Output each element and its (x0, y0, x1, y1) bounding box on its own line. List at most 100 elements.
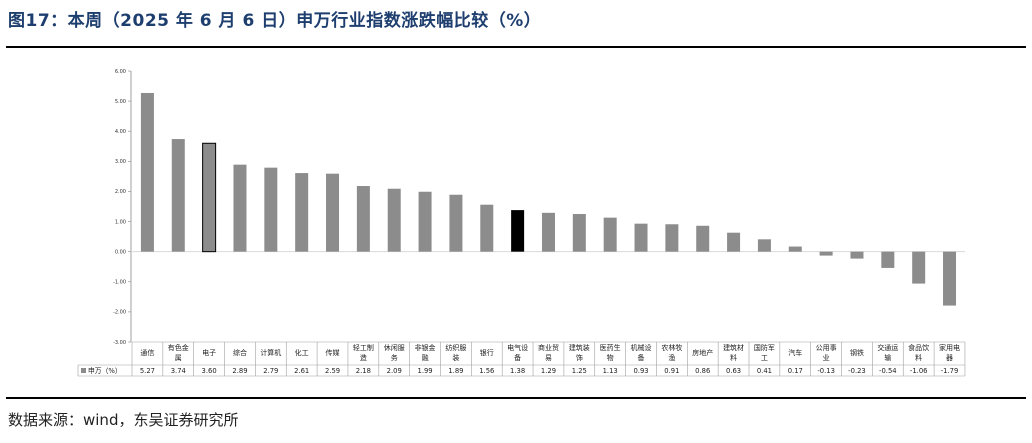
bar-5 (264, 167, 278, 252)
bar-2 (171, 139, 185, 252)
bar-11 (449, 194, 463, 252)
value-label: -0.23 (848, 367, 866, 375)
y-tick-label: -2.00 (113, 310, 126, 316)
category-label: 钢铁 (850, 348, 864, 357)
y-tick-label: 0.00 (115, 249, 126, 255)
bar-1 (140, 92, 154, 252)
category-label: 纺织服装 (445, 343, 466, 362)
value-label: 2.89 (232, 367, 247, 375)
category-label: 交通运输 (877, 343, 898, 362)
value-label: 1.89 (448, 367, 463, 375)
bar-21 (757, 239, 771, 252)
category-label: 轻工制造 (353, 343, 374, 362)
value-label: 2.09 (387, 367, 402, 375)
value-label: 1.56 (479, 367, 494, 375)
value-label: 3.74 (171, 367, 186, 375)
category-label: 综合 (233, 348, 247, 357)
category-label: 食品饮料 (908, 343, 929, 362)
value-label: 1.13 (603, 367, 618, 375)
value-label: 1.38 (510, 367, 525, 375)
category-label: 电气设备 (507, 343, 528, 362)
bar-13 (511, 210, 525, 252)
bar-14 (541, 212, 555, 252)
bar-26 (912, 251, 926, 284)
figure-title: 图17：本周（2025 年 6 月 6 日）申万行业指数涨跌幅比较（%） (8, 11, 542, 31)
category-label: 通信 (140, 348, 154, 357)
category-label: 休闲服务 (384, 343, 405, 362)
bar-9 (387, 188, 401, 252)
bar-7 (326, 173, 340, 252)
bar-27 (943, 251, 957, 306)
y-tick-label: 3.00 (115, 159, 126, 165)
category-label: 房地产 (692, 348, 713, 357)
bar-25 (881, 251, 895, 268)
category-label: 化工 (295, 348, 309, 357)
value-label: 3.60 (202, 367, 217, 375)
category-label: 家用电器 (939, 343, 960, 362)
top-rule (6, 46, 1026, 48)
bars (140, 92, 957, 306)
source-note: 数据来源：wind，东吴证券研究所 (8, 411, 239, 429)
bar-6 (295, 173, 309, 252)
bar-17 (634, 223, 648, 252)
y-tick-label: -3.00 (113, 340, 126, 346)
value-label: 5.27 (140, 367, 155, 375)
category-label: 银行 (480, 348, 494, 357)
y-tick-label: 1.00 (115, 219, 126, 225)
category-label: 计算机 (260, 348, 281, 357)
category-label: 建筑材料 (723, 343, 744, 362)
y-tick-label: 6.00 (115, 69, 126, 75)
bar-22 (788, 246, 802, 252)
category-label: 公用事业 (816, 343, 837, 362)
y-tick-label: 2.00 (115, 189, 126, 195)
category-label: 建筑装饰 (569, 343, 590, 362)
category-label: 非银金融 (415, 343, 436, 362)
y-tick-label: 4.00 (115, 129, 126, 135)
bar-20 (727, 232, 741, 252)
value-label: 0.86 (695, 367, 710, 375)
category-label: 传媒 (326, 348, 340, 357)
value-label: 0.63 (726, 367, 741, 375)
category-label: 医药生物 (600, 343, 621, 362)
value-label: 0.93 (633, 367, 648, 375)
category-label: 汽车 (788, 348, 802, 357)
value-label: 0.41 (757, 367, 772, 375)
bar-8 (356, 186, 370, 252)
value-label: 2.79 (263, 367, 278, 375)
legend-swatch (81, 368, 86, 373)
bar-3 (202, 142, 217, 253)
value-label: 0.91 (664, 367, 679, 375)
category-label: 商业贸易 (538, 343, 559, 362)
value-label: 1.25 (572, 367, 587, 375)
bar-4 (233, 164, 247, 252)
bar-19 (696, 225, 710, 252)
data-table: 申万（%） 通信 5.27 有色金属 3.74 电子 3.60 综合 2.89 计算机 2.79 化工… (77, 341, 966, 377)
value-label: 0.17 (788, 367, 803, 375)
bar-16 (603, 217, 617, 252)
value-label: 2.61 (294, 367, 309, 375)
bar-24 (850, 251, 864, 259)
value-label: 2.59 (325, 367, 340, 375)
category-label: 农林牧渔 (661, 343, 682, 362)
bottom-rule (6, 397, 1026, 399)
y-tick-label: 5.00 (115, 99, 126, 105)
value-label: 1.29 (541, 367, 556, 375)
category-label: 机械设备 (631, 343, 652, 362)
series-label: 申万（%） (88, 366, 122, 375)
value-label: -0.13 (817, 367, 835, 375)
bar-18 (665, 224, 679, 252)
bar-23 (819, 251, 833, 256)
bar-15 (572, 214, 586, 252)
bar-10 (418, 191, 432, 252)
value-label: -0.54 (879, 367, 897, 375)
y-tick-label: -1.00 (113, 280, 126, 286)
category-label: 有色金属 (168, 343, 189, 362)
category-label: 国防军工 (754, 343, 775, 362)
value-label: -1.06 (910, 367, 928, 375)
bar-12 (480, 204, 494, 252)
value-label: 2.18 (356, 367, 371, 375)
value-label: -1.79 (941, 367, 959, 375)
value-label: 1.99 (418, 367, 433, 375)
category-label: 电子 (202, 348, 216, 357)
